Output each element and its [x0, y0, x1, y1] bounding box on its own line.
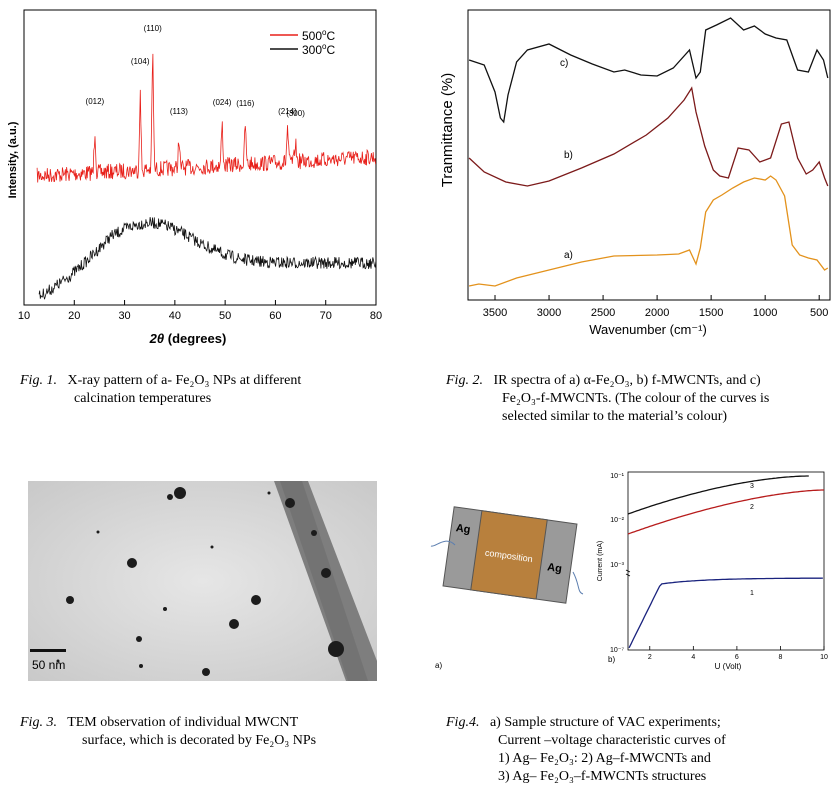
fig1-peak-labels: (012) (104) (110) (113) (024) (116) (214)(300) — [86, 24, 306, 118]
fig1-x-axis-label: 2θ (degrees) — [149, 331, 227, 346]
fig4-iv-chart: 2 4 6 8 10 10⁻¹ 10⁻² 10⁻³ 10⁻⁷ 3 2 1 Current… — [588, 466, 833, 676]
fig4-curve-label-1: 1 — [750, 590, 754, 597]
fig4-caption: Fig.4. a) Sample structure of VAC experi… — [446, 715, 726, 784]
fig4-series-1 — [628, 577, 823, 649]
fig1-series-500C — [36, 53, 376, 183]
fig4-series-3 — [627, 475, 809, 515]
fig2-y-axis-label: Tranmittance (%) — [439, 73, 456, 187]
fig1-peak-label: (214) — [278, 107, 297, 116]
fig4-curve-label-3: 3 — [750, 483, 754, 490]
fig3-tem-svg: 50 nm — [28, 481, 377, 681]
fig1-xtick-label: 40 — [169, 310, 181, 322]
lead-wire-right — [572, 571, 584, 595]
fig4-curve-label-2: 2 — [750, 504, 754, 511]
fig2-series-a — [468, 175, 829, 287]
fig1-xtick-label: 20 — [68, 310, 80, 322]
fig4-series-2 — [627, 489, 824, 535]
legend-label-500C: 500oC — [302, 28, 335, 43]
fig4-xtick-label: 4 — [691, 654, 695, 661]
fig2-xtick-label: 1500 — [699, 307, 723, 319]
legend-label-300C: 300oC — [302, 42, 335, 57]
ag-electrode-left-label: Ag — [455, 522, 471, 536]
ytick-1e-3: 10⁻³ — [610, 562, 624, 569]
lead-wire-left — [430, 540, 456, 547]
ag-electrode-right-label: Ag — [546, 561, 562, 575]
fig1-caption: Fig. 1. X-ray pattern of a- Fe₂O₃ NPs at… — [20, 373, 302, 406]
fig2-xtick-label: 1000 — [753, 307, 777, 319]
fig2-x-axis-label: Wavenumber (cm⁻¹) — [589, 322, 707, 337]
fig1-legend: 500oC 300oC — [270, 28, 335, 57]
fig1-peak-label: (300) — [286, 109, 305, 118]
fig1-peak-label: (024) — [213, 98, 232, 107]
fig1-peak-label: (116) — [236, 99, 254, 108]
ytick-1e-2: 10⁻² — [610, 517, 624, 524]
fig1-y-axis-label: Intensity, (a.u.) — [7, 121, 19, 198]
fig2-xtick-label: 2000 — [645, 307, 669, 319]
fig4a-tag: a) — [435, 661, 442, 670]
fig4-plot-frame — [627, 471, 825, 651]
fig2-x-ticks: 3500 3000 2500 2000 1500 1000 500 — [483, 295, 828, 319]
fig4-xtick-label: 6 — [735, 654, 739, 661]
composition-layer — [470, 510, 548, 600]
fig2-caption: Fig. 2. IR spectra of a) α-Fe₂O₃, b) f-M… — [446, 373, 770, 424]
fig1-svg: 10 20 30 40 50 60 70 80 (012) (104) (110) (113) (02… — [7, 9, 382, 346]
ytick-1e-7: 10⁻⁷ — [610, 647, 624, 654]
fig4-xtick-label: 10 — [820, 654, 828, 661]
fig4-xtick-label: 2 — [648, 654, 652, 661]
fig1-xtick-label: 60 — [269, 310, 281, 322]
fig2-svg: 3500 3000 2500 2000 1500 1000 500 c) b) a) Tra… — [439, 9, 831, 337]
fig2-ir-chart: 3500 3000 2500 2000 1500 1000 500 c) b) a) Tra… — [432, 0, 833, 350]
fig2-xtick-label: 500 — [810, 307, 828, 319]
fig1-xrd-chart: 10 20 30 40 50 60 70 80 (012) (104) (110) (113) (02… — [0, 0, 400, 350]
fig1-xtick-label: 80 — [370, 310, 382, 322]
fig3-tem-image: 50 nm — [28, 481, 377, 681]
fig2-curve-label-c: c) — [560, 58, 568, 69]
fig4b-tag: b) — [608, 655, 615, 664]
fig1-peak-label: (113) — [170, 107, 188, 116]
fig4-x-axis-label: U (Volt) — [715, 662, 742, 671]
fig4-y-axis-label: Current (mA) — [597, 541, 604, 581]
fig2-curve-label-b: b) — [564, 150, 573, 161]
fig4-x-ticks: 2 4 6 8 10 — [648, 646, 828, 661]
fig2-xtick-label: 3000 — [537, 307, 561, 319]
fig1-x-ticks: 10 20 30 40 50 60 70 80 — [18, 300, 382, 322]
axis-break-mark — [625, 569, 631, 577]
scale-bar-label: 50 nm — [32, 658, 65, 672]
fig4-y-ticks: 10⁻¹ 10⁻² 10⁻³ 10⁻⁷ — [610, 473, 625, 654]
scale-bar — [30, 649, 66, 652]
fig1-xtick-label: 30 — [118, 310, 130, 322]
fig1-peak-label: (012) — [86, 97, 105, 106]
fig1-peak-label: (110) — [144, 24, 162, 33]
fig1-xtick-label: 10 — [18, 310, 30, 322]
fig2-curve-label-a: a) — [564, 250, 573, 261]
fig4a-svg: Ag Ag composition a) — [430, 506, 584, 670]
fig3-caption: Fig. 3. TEM observation of individual MW… — [20, 715, 317, 748]
fig2-xtick-label: 2500 — [591, 307, 615, 319]
fig1-xtick-label: 70 — [320, 310, 332, 322]
fig4-xtick-label: 8 — [778, 654, 782, 661]
fig4-device-schematic: Ag Ag composition a) — [425, 490, 595, 670]
fig1-series-300C — [38, 217, 377, 300]
fig1-peak-label: (104) — [131, 57, 150, 66]
fig2-xtick-label: 3500 — [483, 307, 507, 319]
fig2-plot-frame — [467, 9, 831, 301]
fig2-series-c — [468, 17, 829, 124]
fig1-plot-frame — [23, 9, 377, 306]
fig1-xtick-label: 50 — [219, 310, 231, 322]
ytick-1e-1: 10⁻¹ — [610, 473, 624, 480]
fig4b-svg: 2 4 6 8 10 10⁻¹ 10⁻² 10⁻³ 10⁻⁷ 3 2 1 Current… — [597, 471, 828, 671]
fig2-series-b — [468, 86, 829, 187]
fe2o3-nanoparticles — [56, 487, 344, 676]
